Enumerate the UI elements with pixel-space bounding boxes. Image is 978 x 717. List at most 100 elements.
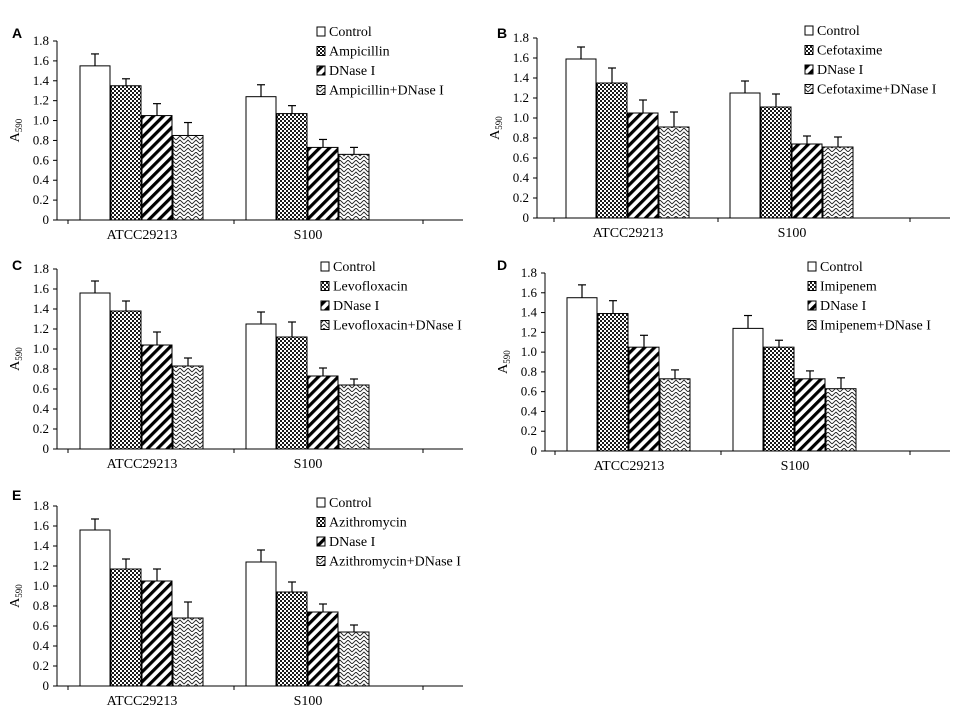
legend-swatch	[804, 25, 814, 36]
chart-panel-b: B 0 0.2 0.4 0.6 0.8 1.0 1.2 1.4 1.6 1.8 A590 ATCC292…	[488, 24, 950, 241]
legend-swatch	[804, 64, 814, 75]
bar	[110, 85, 142, 221]
y-tick-label: 0.6	[33, 152, 50, 167]
bar	[729, 92, 761, 219]
y-tick-label: 1.6	[33, 281, 50, 296]
legend-label: Ampicillin+DNase I	[329, 84, 444, 99]
legend-label: Control	[329, 25, 372, 40]
y-tick-label: 0.4	[521, 403, 538, 418]
y-tick-label: 1.2	[513, 90, 529, 105]
y-tick-label: 0	[43, 212, 50, 227]
bar	[79, 292, 111, 450]
y-tick-label: 1.0	[521, 344, 537, 359]
bar	[245, 96, 277, 221]
y-tick-label: 1.2	[521, 324, 537, 339]
legend-swatch	[807, 300, 817, 311]
bar	[307, 611, 339, 687]
y-tick-label: 1.8	[521, 265, 537, 280]
panel-label: E	[12, 487, 21, 503]
y-axis-label: A590	[8, 584, 24, 608]
legend-swatch	[804, 45, 814, 55]
y-tick-label: 0.2	[513, 190, 529, 205]
bar	[338, 631, 370, 687]
x-tick-label: ATCC29213	[107, 228, 178, 243]
bar	[141, 344, 173, 450]
y-tick-label: 1.0	[33, 341, 49, 356]
bar	[141, 580, 173, 687]
legend: Control Imipenem DNase I Imipenem+DNase I	[807, 260, 931, 334]
bar	[658, 126, 690, 219]
y-tick-label: 1.4	[33, 538, 50, 553]
x-tick-label: ATCC29213	[594, 459, 665, 474]
y-tick-label: 1.4	[33, 301, 50, 316]
bar	[822, 146, 854, 219]
bar	[338, 384, 370, 450]
y-tick-label: 1.6	[513, 50, 530, 65]
legend-label: Levofloxacin+DNase I	[333, 319, 462, 334]
bar	[825, 388, 857, 452]
legend-label: Azithromycin	[329, 516, 407, 531]
y-tick-label: 0.2	[33, 421, 49, 436]
bar	[732, 327, 764, 452]
legend-swatch	[320, 300, 330, 311]
panel-label: C	[12, 257, 22, 273]
bar	[307, 146, 339, 221]
legend-swatch	[807, 281, 817, 291]
y-tick-label: 1.2	[33, 93, 49, 108]
legend-label: Control	[333, 260, 376, 275]
bar	[307, 375, 339, 450]
y-tick-label: 1.0	[513, 110, 529, 125]
x-tick-label: S100	[294, 228, 323, 243]
y-tick-label: 1.2	[33, 558, 49, 573]
y-tick-label: 0.6	[33, 381, 50, 396]
x-tick-label: ATCC29213	[593, 226, 664, 241]
y-tick-label: 1.8	[33, 33, 49, 48]
y-axis-label: A590	[488, 116, 504, 140]
panel-label: D	[497, 257, 507, 273]
y-tick-label: 0.2	[521, 423, 537, 438]
legend-swatch	[316, 556, 326, 566]
bar	[172, 365, 204, 450]
y-tick-label: 1.8	[513, 30, 529, 45]
bar	[172, 617, 204, 687]
y-tick-label: 1.4	[521, 305, 538, 320]
bar	[276, 591, 308, 687]
y-axis-label: A590	[8, 118, 24, 142]
bar	[276, 336, 308, 450]
y-tick-label: 0	[43, 441, 50, 456]
y-tick-label: 0.6	[521, 384, 538, 399]
y-tick-label: 0.8	[33, 598, 49, 613]
legend-label: DNase I	[329, 64, 376, 79]
bar	[791, 143, 823, 219]
y-tick-label: 0.8	[33, 361, 49, 376]
legend-label: Cefotaxime+DNase I	[817, 83, 937, 98]
y-tick-label: 1.0	[33, 113, 49, 128]
chart-panel-c: C 0 0.2 0.4 0.6 0.8 1.0 1.2 1.4 1.6 1.8 A590 ATCC292…	[8, 257, 463, 472]
bar	[141, 115, 173, 221]
legend-label: Control	[329, 496, 372, 511]
legend-label: Control	[817, 24, 860, 39]
y-tick-label: 0.4	[513, 170, 530, 185]
x-tick-label: ATCC29213	[107, 694, 178, 709]
legend-swatch	[316, 46, 326, 56]
bar	[596, 82, 628, 219]
y-axis-label: A590	[496, 350, 512, 374]
y-tick-label: 0.4	[33, 638, 50, 653]
x-tick-label: S100	[294, 694, 323, 709]
y-tick-label: 0.6	[33, 618, 50, 633]
y-tick-label: 0.8	[521, 364, 537, 379]
x-tick-label: S100	[778, 226, 807, 241]
bar	[79, 65, 111, 221]
bar	[338, 153, 370, 221]
y-tick-label: 0.2	[33, 192, 49, 207]
y-tick-label: 0.8	[33, 132, 49, 147]
y-tick-label: 1.0	[33, 578, 49, 593]
y-tick-label: 1.4	[513, 70, 530, 85]
x-tick-label: ATCC29213	[107, 457, 178, 472]
y-tick-label: 0.2	[33, 658, 49, 673]
y-tick-label: 0.6	[513, 150, 530, 165]
y-tick-label: 1.6	[33, 53, 50, 68]
y-tick-label: 1.6	[521, 285, 538, 300]
legend-label: DNase I	[817, 63, 864, 78]
y-tick-label: 0.4	[33, 401, 50, 416]
